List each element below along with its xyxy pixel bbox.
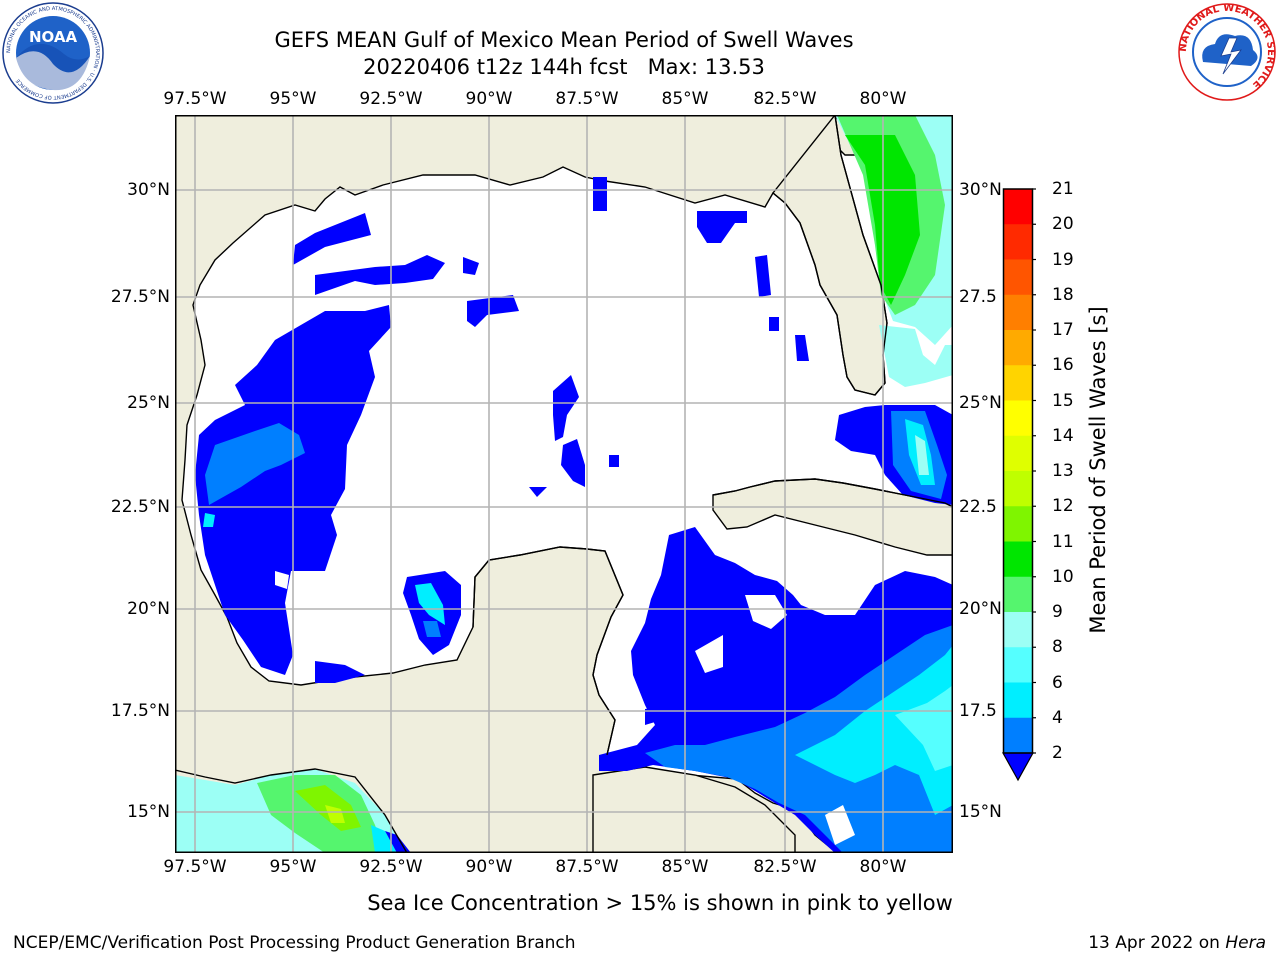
lon-tick-bottom: 90°W bbox=[465, 857, 513, 877]
colorbar-tick-label: 14 bbox=[1052, 425, 1074, 446]
map-frame bbox=[175, 115, 953, 853]
land-central-america bbox=[592, 766, 796, 853]
credit-date-text: 13 Apr 2022 on bbox=[1088, 933, 1226, 953]
lon-tick-top: 80°W bbox=[859, 89, 907, 109]
nws-logo-icon: NATIONAL WEATHER SERVICE bbox=[1178, 3, 1276, 101]
lon-tick-top: 92.5°W bbox=[359, 89, 423, 109]
lon-tick-top: 97.5°W bbox=[163, 89, 227, 109]
colorbar-tick-label: 6 bbox=[1052, 672, 1063, 693]
colorbar-tick-label: 11 bbox=[1052, 531, 1074, 552]
sea-ice-note: Sea Ice Concentration > 15% is shown in … bbox=[367, 891, 953, 915]
map-title: GEFS MEAN Gulf of Mexico Mean Period of … bbox=[274, 28, 854, 52]
colorbar-swatch bbox=[1004, 400, 1032, 437]
lon-tick-top: 82.5°W bbox=[753, 89, 817, 109]
colorbar-swatch bbox=[1004, 612, 1032, 648]
colorbar-swatch bbox=[1004, 189, 1032, 225]
colorbar-swatch bbox=[1004, 541, 1032, 578]
colorbar-label: Mean Period of Swell Waves [s] bbox=[1086, 306, 1110, 634]
colorbar-tick-label: 20 bbox=[1052, 214, 1074, 235]
colorbar-swatch bbox=[1004, 682, 1032, 719]
lat-tick-left: 22.5°N bbox=[110, 497, 170, 517]
lon-tick-bottom: 87.5°W bbox=[555, 857, 619, 877]
lon-tick-top: 85°W bbox=[661, 89, 709, 109]
colorbar-tick-label: 4 bbox=[1052, 707, 1063, 728]
lat-tick-right: 25°N bbox=[959, 393, 1002, 413]
colorbar-tick-label: 2 bbox=[1052, 743, 1063, 763]
lat-tick-left: 20°N bbox=[127, 599, 170, 619]
noaa-logo-text: NOAA bbox=[29, 28, 78, 46]
lon-tick-bottom: 85°W bbox=[661, 857, 709, 877]
colorbar-swatches bbox=[1004, 189, 1032, 754]
colorbar-tick-label: 16 bbox=[1052, 355, 1074, 376]
lon-tick-top: 95°W bbox=[269, 89, 317, 109]
colorbar-swatch bbox=[1004, 330, 1032, 366]
colorbar-tick-label: 9 bbox=[1052, 602, 1063, 622]
lat-tick-right: 17.5 bbox=[959, 701, 997, 721]
colorbar-swatch bbox=[1004, 506, 1032, 542]
colorbar-extend-min bbox=[1001, 752, 1035, 782]
lat-tick-left: 30°N bbox=[127, 180, 170, 200]
lon-tick-top: 90°W bbox=[465, 89, 513, 109]
colorbar bbox=[1001, 188, 1036, 782]
colorbar-swatch bbox=[1004, 224, 1032, 260]
map-subtitle: 20220406 t12z 144h fcst Max: 13.53 bbox=[363, 55, 765, 79]
lat-tick-right: 22.5 bbox=[959, 497, 997, 517]
colorbar-swatch bbox=[1004, 647, 1032, 683]
graticule bbox=[175, 115, 953, 853]
colorbar-swatch bbox=[1004, 259, 1032, 296]
colorbar-swatch bbox=[1004, 365, 1032, 401]
lon-tick-bottom: 97.5°W bbox=[163, 857, 227, 877]
lat-tick-right: 20°N bbox=[959, 599, 1002, 619]
colorbar-tick-label: 19 bbox=[1052, 249, 1074, 270]
lon-tick-bottom: 92.5°W bbox=[359, 857, 423, 877]
lon-tick-bottom: 82.5°W bbox=[753, 857, 817, 877]
lat-tick-right: 30°N bbox=[959, 180, 1002, 200]
lon-tick-top: 87.5°W bbox=[555, 89, 619, 109]
colorbar-tick-label: 21 bbox=[1052, 179, 1074, 199]
lat-tick-left: 27.5°N bbox=[110, 287, 170, 307]
colorbar-swatch bbox=[1004, 471, 1032, 507]
colorbar-tick-label: 12 bbox=[1052, 496, 1074, 517]
colorbar-tick-label: 17 bbox=[1052, 320, 1074, 340]
colorbar-swatch bbox=[1004, 435, 1032, 472]
credit-date: 13 Apr 2022 on Hera bbox=[1088, 933, 1266, 953]
colorbar-swatch bbox=[1004, 294, 1032, 331]
colorbar-tick-label: 8 bbox=[1052, 637, 1063, 658]
colorbar-swatch bbox=[1004, 717, 1032, 754]
colorbar-tick-label: 10 bbox=[1052, 566, 1074, 587]
credit-system: Hera bbox=[1225, 933, 1266, 953]
lat-tick-left: 25°N bbox=[127, 393, 170, 413]
colorbar-tick-label: 13 bbox=[1052, 461, 1074, 481]
noaa-logo-icon: NOAA NATIONAL OCEANIC AND ATMOSPHERIC AD… bbox=[2, 2, 104, 104]
credit-branch: NCEP/EMC/Verification Post Processing Pr… bbox=[13, 933, 576, 953]
colorbar-tick-label: 15 bbox=[1052, 390, 1074, 411]
colorbar-tick-label: 18 bbox=[1052, 284, 1074, 305]
map-panel bbox=[175, 115, 953, 853]
lat-tick-left: 15°N bbox=[127, 802, 170, 822]
lat-tick-right: 15°N bbox=[959, 802, 1002, 822]
lon-tick-bottom: 80°W bbox=[859, 857, 907, 877]
lon-tick-bottom: 95°W bbox=[269, 857, 317, 877]
lat-tick-right: 27.5 bbox=[959, 287, 997, 307]
colorbar-swatch bbox=[1004, 576, 1032, 613]
lat-tick-left: 17.5°N bbox=[110, 701, 170, 721]
